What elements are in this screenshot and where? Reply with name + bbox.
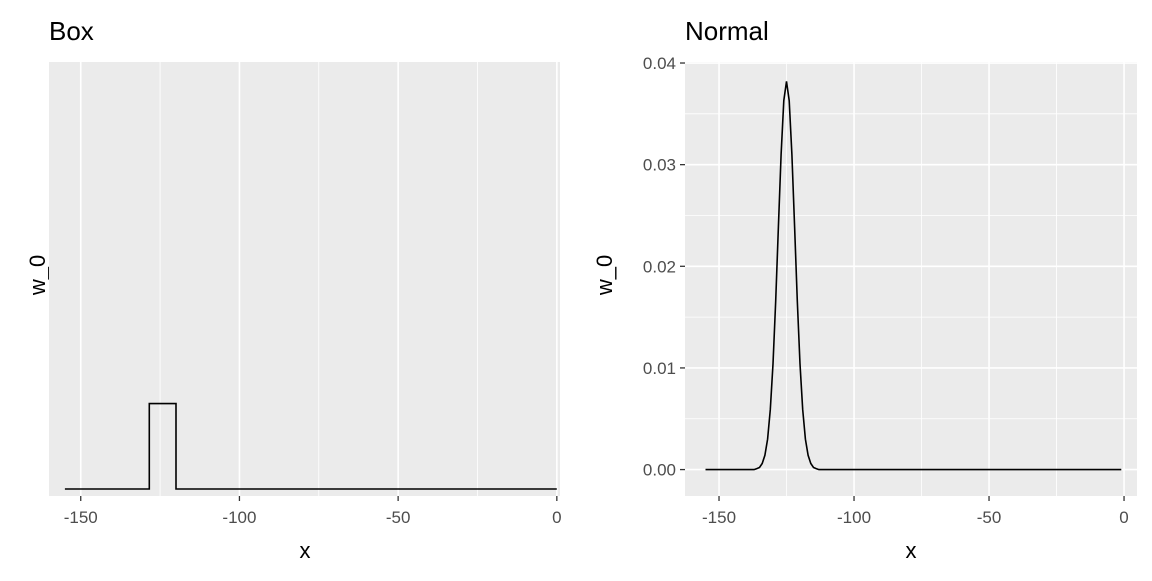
x-tick-label: -100 xyxy=(222,508,256,527)
y-axis-label-box: w_0 xyxy=(25,255,50,296)
y-tick-label: 0.00 xyxy=(643,461,676,480)
series-line-normal xyxy=(705,81,1122,471)
x-axis-label-box: x xyxy=(300,538,311,563)
x-tick-label: 0 xyxy=(1119,508,1128,527)
x-tick-label: -100 xyxy=(837,508,871,527)
x-axis-label-normal: x xyxy=(906,538,917,563)
y-tick-label: 0.03 xyxy=(643,156,676,175)
plot-background xyxy=(685,62,1137,496)
panel-title-box: Box xyxy=(49,16,94,46)
panel-normal: Normal x w_0 0.00 0.01 0.02 0.03 0.04 -150 -10… xyxy=(592,16,1137,563)
x-tick-label: -150 xyxy=(64,508,98,527)
x-tick-label: -50 xyxy=(977,508,1002,527)
y-tick-label: 0.01 xyxy=(643,359,676,378)
y-tick-label: 0.02 xyxy=(643,257,676,276)
panel-box: Box x w_0 -150 -100 -50 0 xyxy=(25,16,562,563)
x-tick-label: 0 xyxy=(552,508,561,527)
x-tick-label: -150 xyxy=(702,508,736,527)
y-axis-label-normal: w_0 xyxy=(592,255,617,296)
x-tick-label: -50 xyxy=(386,508,411,527)
series-line-box xyxy=(64,402,557,490)
plot-background xyxy=(49,62,560,496)
panel-title-normal: Normal xyxy=(685,16,769,46)
y-tick-label: 0.04 xyxy=(643,54,676,73)
